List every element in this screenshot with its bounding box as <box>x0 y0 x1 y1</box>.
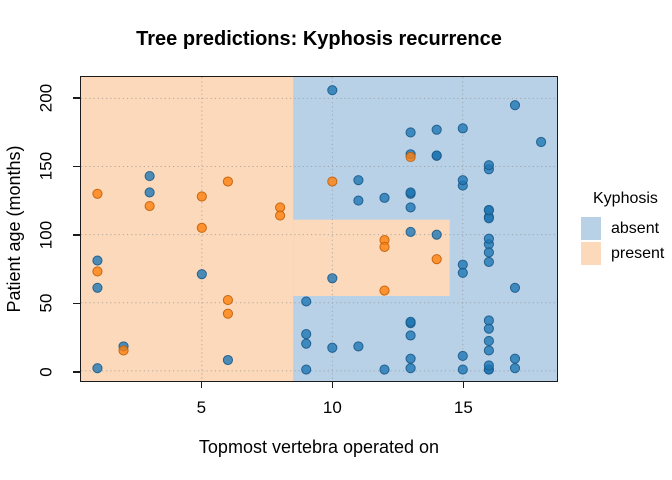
legend-swatch-present <box>581 242 601 265</box>
y-tick-label: 0 <box>36 367 56 377</box>
data-point-absent <box>92 282 103 293</box>
y-tick <box>73 97 80 99</box>
chart-title: Tree predictions: Kyphosis recurrence <box>136 28 502 50</box>
data-point-absent <box>144 187 155 198</box>
data-point-absent <box>509 282 521 293</box>
data-point-absent <box>353 341 364 352</box>
data-point-absent <box>144 170 155 182</box>
data-point-absent <box>92 363 103 374</box>
data-point-absent <box>509 353 521 364</box>
data-point-present <box>196 191 207 202</box>
data-point-absent <box>457 364 468 375</box>
data-point-absent <box>483 205 494 216</box>
x-tick-label: 15 <box>453 398 473 417</box>
data-point-absent <box>301 364 312 375</box>
legend-title: Kyphosis <box>593 190 658 207</box>
region-present <box>81 77 294 381</box>
data-point-present <box>118 345 129 356</box>
data-point-present <box>92 266 103 277</box>
region-present <box>293 219 450 296</box>
data-point-absent <box>483 345 494 356</box>
data-point-present <box>431 254 442 265</box>
y-tick-label: 100 <box>36 220 56 249</box>
x-tick <box>200 382 203 388</box>
plot-canvas <box>81 77 557 381</box>
data-point-present <box>222 294 234 306</box>
y-tick <box>73 165 80 168</box>
data-point-present <box>144 200 155 212</box>
data-point-absent <box>353 175 364 186</box>
data-point-present <box>222 308 234 319</box>
legend-rows: absent present <box>581 217 664 265</box>
data-point-absent <box>457 267 468 278</box>
data-point-absent <box>327 85 338 96</box>
data-point-absent <box>509 363 521 374</box>
data-point-absent <box>405 202 416 213</box>
data-point-present <box>379 241 390 252</box>
data-point-present <box>222 176 234 187</box>
data-point-absent <box>353 195 364 206</box>
data-point-absent <box>431 150 442 161</box>
x-tick <box>462 382 465 388</box>
data-point-absent <box>405 353 416 364</box>
data-point-absent <box>509 100 521 111</box>
data-point-absent <box>379 364 390 375</box>
data-point-present <box>379 285 390 296</box>
data-point-absent <box>457 175 468 186</box>
data-point-absent <box>405 226 416 237</box>
data-point-absent <box>483 360 494 371</box>
data-point-absent <box>483 335 494 347</box>
x-tick <box>331 382 334 388</box>
data-point-present <box>275 210 286 221</box>
data-point-absent <box>483 323 494 334</box>
data-point-absent <box>405 127 416 138</box>
data-point-absent <box>431 124 442 135</box>
legend-swatch-absent <box>581 217 601 240</box>
y-tick-label: 150 <box>36 151 56 181</box>
data-point-absent <box>327 273 338 284</box>
y-tick <box>73 234 80 236</box>
y-tick <box>73 302 80 305</box>
plot-area <box>80 76 558 382</box>
data-point-absent <box>457 123 468 134</box>
data-point-absent <box>92 255 103 266</box>
data-point-absent <box>483 160 494 171</box>
x-tick-label: 5 <box>196 398 207 417</box>
legend-entry-absent: absent <box>581 217 664 240</box>
y-tick <box>73 371 80 373</box>
legend-entry-present: present <box>581 242 664 265</box>
legend-label-absent: absent <box>611 219 660 237</box>
data-point-absent <box>405 363 416 374</box>
data-point-present <box>196 222 207 233</box>
data-point-absent <box>483 247 494 258</box>
data-point-present <box>327 176 338 187</box>
data-point-absent <box>222 354 234 366</box>
data-point-absent <box>405 330 416 341</box>
data-point-absent <box>483 256 494 267</box>
data-point-absent <box>431 229 442 240</box>
data-point-absent <box>536 136 547 148</box>
x-tick-label: 10 <box>322 398 342 417</box>
y-axis-label: Patient age (months) <box>4 145 24 313</box>
data-point-present <box>92 188 103 199</box>
data-point-absent <box>379 192 390 203</box>
data-point-absent <box>405 187 416 198</box>
x-axis-label: Topmost vertebra operated on <box>198 437 440 457</box>
legend-label-present: present <box>611 244 665 262</box>
data-point-absent <box>301 338 312 349</box>
y-tick-label: 200 <box>36 83 56 112</box>
data-point-absent <box>327 342 338 353</box>
data-point-absent <box>301 329 312 340</box>
data-point-present <box>405 151 416 163</box>
data-point-absent <box>196 269 207 280</box>
y-tick-label: 50 <box>36 293 56 313</box>
data-point-absent <box>301 296 312 307</box>
data-point-absent <box>483 233 494 244</box>
data-point-absent <box>457 350 468 361</box>
legend: Kyphosis absent present <box>581 190 664 267</box>
data-point-absent <box>405 316 416 327</box>
